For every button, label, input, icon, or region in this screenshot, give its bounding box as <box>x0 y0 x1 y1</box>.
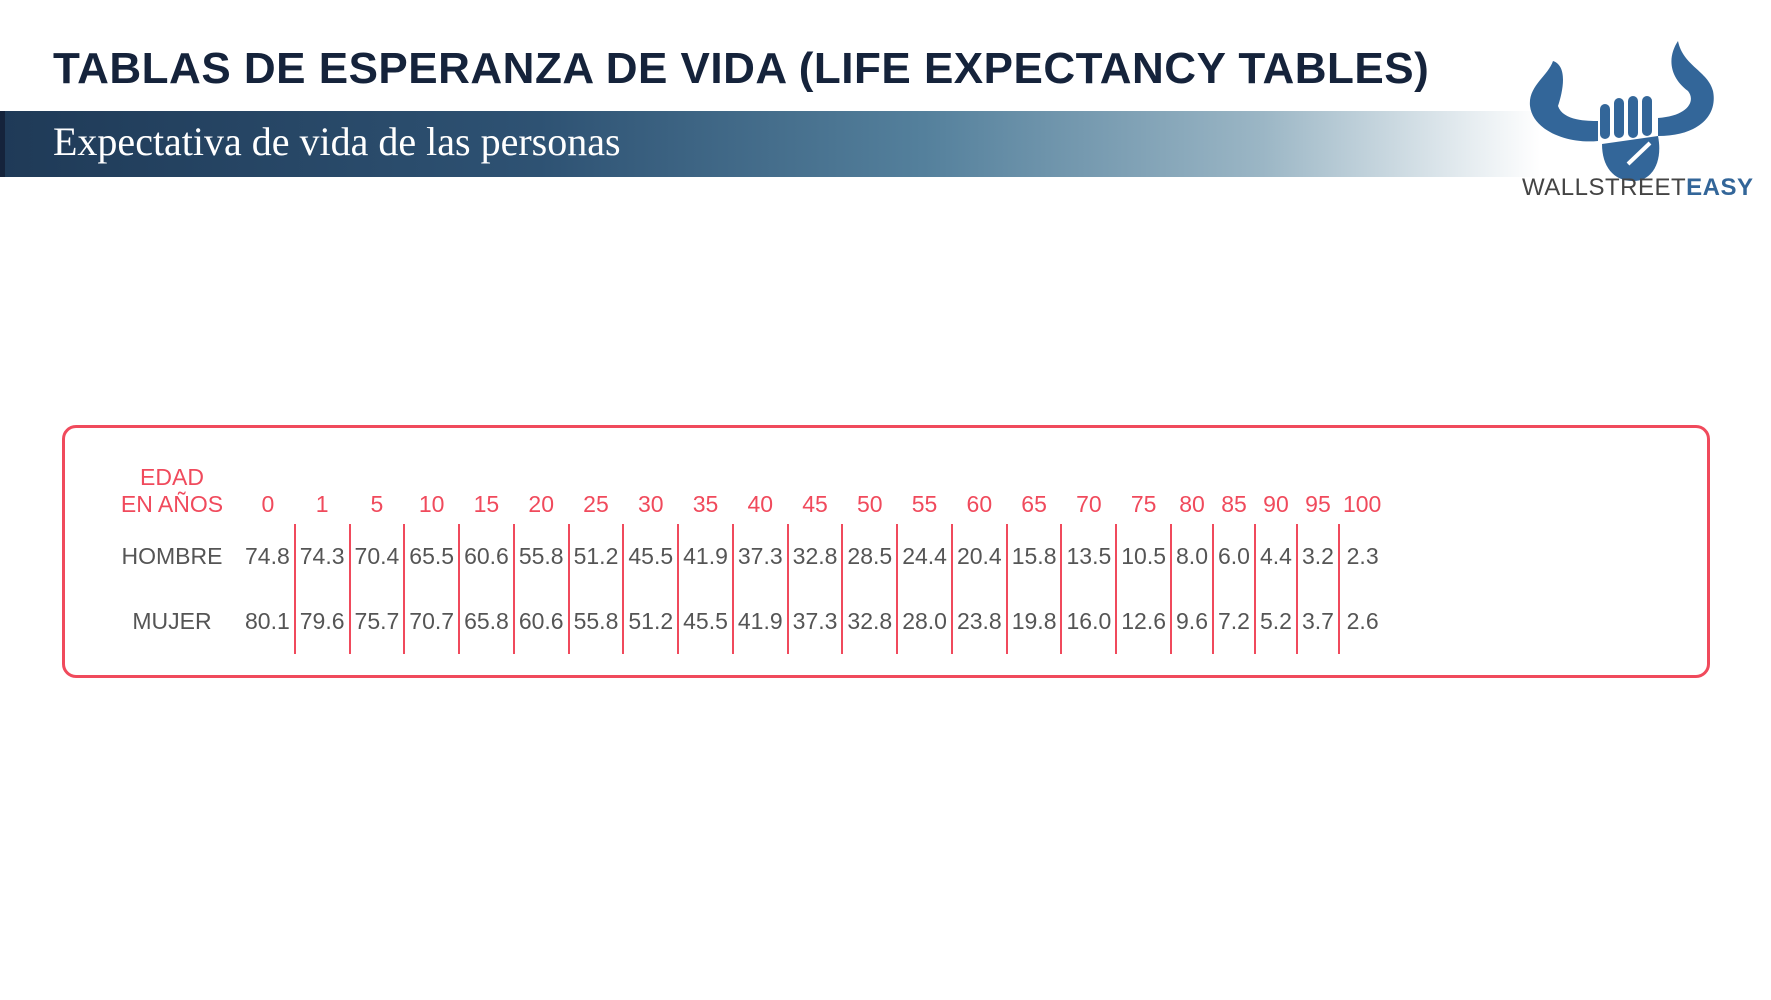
table-cell: 6.0 <box>1212 524 1255 589</box>
table-cell: 10.5 <box>1115 524 1172 589</box>
table-cell: 65.8 <box>458 589 514 654</box>
table-cell: 51.2 <box>567 524 624 589</box>
logo-wordmark: WALLSTREETEASY <box>1522 174 1754 202</box>
age-header: EDAD EN AÑOS <box>103 456 241 524</box>
table-cell: 37.3 <box>786 589 843 654</box>
life-expectancy-table-box: EDAD EN AÑOS 0 1 5 10 15 20 25 30 35 40 45 50 55 60 65 7… <box>62 425 1710 678</box>
table-cell: 28.0 <box>896 589 952 654</box>
table-cell: 23.8 <box>950 589 1007 654</box>
age-column-header: 30 <box>637 491 664 517</box>
age-column-header: 40 <box>747 491 774 517</box>
table-cell: 75.7 <box>348 589 405 654</box>
banner-edge <box>0 111 5 177</box>
table-cell: 2.3 <box>1337 524 1386 589</box>
table-cell: 51.2 <box>622 589 679 654</box>
age-column-header: 55 <box>911 491 938 517</box>
table-cell: 80.1 <box>245 608 290 634</box>
header-row: EDAD EN AÑOS 0 1 5 10 15 20 25 30 35 40 45 50 55 60 65 7… <box>103 456 1385 524</box>
logo-text-bold: EASY <box>1686 174 1754 201</box>
table-cell: 55.8 <box>567 589 624 654</box>
table-cell: 55.8 <box>512 524 569 589</box>
age-column-header: 65 <box>1021 491 1047 517</box>
age-column-header: 100 <box>1342 491 1382 517</box>
table-cell: 24.4 <box>896 524 952 589</box>
life-expectancy-table: EDAD EN AÑOS 0 1 5 10 15 20 25 30 35 40 45 50 55 60 65 7… <box>103 456 1386 654</box>
table-cell: 16.0 <box>1060 589 1117 654</box>
row-label: HOMBRE <box>121 543 223 569</box>
page-subtitle: Expectativa de vida de las personas <box>53 119 621 164</box>
table-cell: 9.6 <box>1170 589 1213 654</box>
table-cell: 7.2 <box>1212 589 1255 654</box>
age-column-header: 95 <box>1305 491 1331 517</box>
age-column-header: 5 <box>370 491 384 517</box>
table-row-hombre: HOMBRE 74.8 74.3 70.4 65.5 60.6 55.8 51.2 45.5 41… <box>103 524 1386 589</box>
table-cell: 45.5 <box>622 524 679 589</box>
age-column-header: 35 <box>692 491 719 517</box>
table-cell: 79.6 <box>293 589 350 654</box>
table-cell: 60.6 <box>458 524 514 589</box>
table-cell: 2.6 <box>1337 589 1386 654</box>
table-cell: 74.8 <box>245 543 290 569</box>
logo-text-light: WALLSTREET <box>1522 174 1687 201</box>
age-column-header: 85 <box>1221 491 1247 517</box>
age-label-line2: EN AÑOS <box>120 491 224 517</box>
age-column-header: 50 <box>857 491 883 517</box>
page-title: TABLAS DE ESPERANZA DE VIDA (LIFE EXPECT… <box>53 44 1430 93</box>
table-row-mujer: MUJER 80.1 79.6 75.7 70.7 65.8 60.6 55.8 51.2 45.… <box>103 589 1386 654</box>
table-cell: 15.8 <box>1005 524 1062 589</box>
table-cell: 70.4 <box>348 524 405 589</box>
table-cell: 41.9 <box>677 524 733 589</box>
age-column-header: 70 <box>1076 491 1102 517</box>
table-cell: 65.5 <box>403 524 460 589</box>
age-column-header: 10 <box>418 491 445 517</box>
age-column-header: 45 <box>802 491 828 517</box>
table-cell: 37.3 <box>731 524 788 589</box>
table-cell: 13.5 <box>1060 524 1117 589</box>
table-cell: 60.6 <box>512 589 569 654</box>
table-cell: 12.6 <box>1115 589 1172 654</box>
age-column-header: 60 <box>966 491 993 517</box>
table-cell: 3.7 <box>1295 589 1339 654</box>
table-cell: 3.2 <box>1295 524 1339 589</box>
table-cell: 32.8 <box>841 589 898 654</box>
table-cell: 5.2 <box>1253 589 1297 654</box>
age-column-header: 20 <box>528 491 554 517</box>
table-cell: 45.5 <box>677 589 733 654</box>
table-cell: 19.8 <box>1005 589 1062 654</box>
age-column-header: 1 <box>315 491 329 517</box>
age-column-header: 15 <box>473 491 500 517</box>
age-column-header: 90 <box>1263 491 1289 517</box>
table-cell: 70.7 <box>403 589 460 654</box>
row-label: MUJER <box>132 608 212 634</box>
table-cell: 8.0 <box>1170 524 1213 589</box>
table-cell: 20.4 <box>950 524 1007 589</box>
age-column-header: 75 <box>1130 491 1157 517</box>
table-cell: 41.9 <box>731 589 788 654</box>
table-cell: 32.8 <box>786 524 843 589</box>
table-cell: 4.4 <box>1253 524 1297 589</box>
bull-fist-logo-icon <box>1529 41 1714 181</box>
age-column-header: 0 <box>261 491 275 517</box>
table-cell: 28.5 <box>841 524 898 589</box>
age-column-header: 25 <box>583 491 609 517</box>
age-label-line1: EDAD <box>140 464 204 490</box>
subtitle-banner <box>0 111 1540 177</box>
age-column-header: 80 <box>1179 491 1205 517</box>
table-cell: 74.3 <box>293 524 350 589</box>
